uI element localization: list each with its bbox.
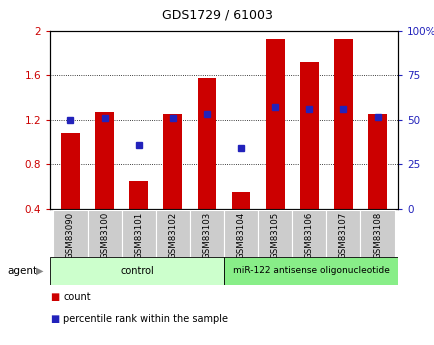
Text: GDS1729 / 61003: GDS1729 / 61003 — [162, 9, 272, 22]
Text: GSM83101: GSM83101 — [134, 212, 143, 259]
Bar — [224, 257, 397, 285]
Bar — [367, 114, 386, 209]
Text: GSM83104: GSM83104 — [236, 212, 245, 259]
Bar — [299, 62, 318, 209]
Bar — [197, 78, 216, 209]
Bar — [87, 210, 122, 257]
Bar — [129, 181, 148, 209]
Bar — [326, 210, 360, 257]
Text: agent: agent — [8, 266, 38, 276]
Bar — [61, 133, 80, 209]
Bar — [224, 210, 257, 257]
Text: ▶: ▶ — [36, 266, 44, 276]
Text: count: count — [63, 292, 91, 302]
Text: control: control — [120, 266, 154, 276]
Text: GSM83100: GSM83100 — [100, 212, 109, 259]
Text: GSM83106: GSM83106 — [304, 212, 313, 259]
Bar — [333, 39, 352, 209]
Bar — [257, 210, 292, 257]
Text: miR-122 antisense oligonucleotide: miR-122 antisense oligonucleotide — [232, 266, 388, 275]
Bar — [122, 210, 155, 257]
Bar — [190, 210, 224, 257]
Bar — [360, 210, 394, 257]
Text: ■: ■ — [50, 314, 59, 324]
Text: GSM83090: GSM83090 — [66, 212, 75, 259]
Text: GSM83102: GSM83102 — [168, 212, 177, 259]
Text: GSM83107: GSM83107 — [338, 212, 347, 259]
Bar — [50, 257, 224, 285]
Bar — [231, 192, 250, 209]
Text: GSM83103: GSM83103 — [202, 212, 211, 259]
Bar — [265, 39, 284, 209]
Text: GSM83108: GSM83108 — [372, 212, 381, 259]
Bar — [163, 114, 182, 209]
Text: percentile rank within the sample: percentile rank within the sample — [63, 314, 227, 324]
Bar — [292, 210, 326, 257]
Bar — [95, 112, 114, 209]
Text: GSM83105: GSM83105 — [270, 212, 279, 259]
Bar — [155, 210, 190, 257]
Bar — [53, 210, 87, 257]
Text: ■: ■ — [50, 292, 59, 302]
